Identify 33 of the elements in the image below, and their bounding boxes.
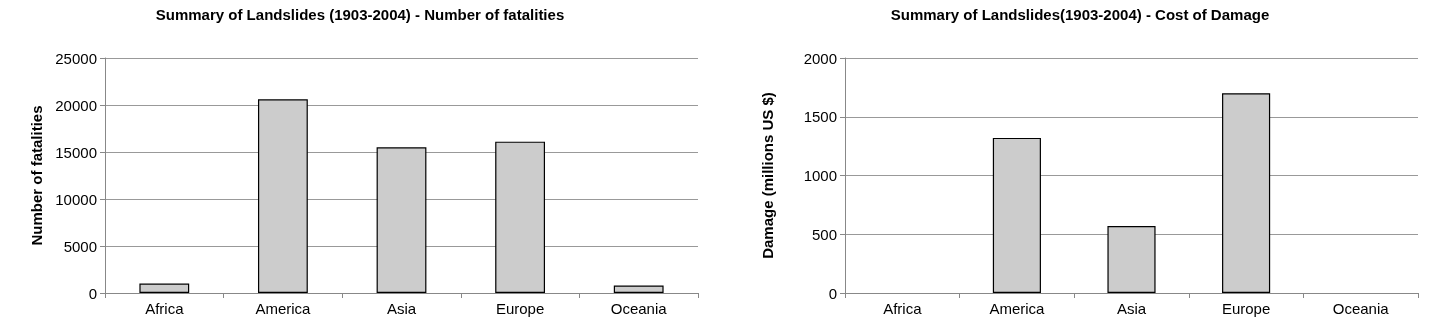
x-tick-label: America (255, 300, 312, 317)
x-tick-label: Oceania (1332, 300, 1390, 317)
y-tick-label: 10000 (55, 190, 97, 208)
x-tick-label: Europe (495, 300, 545, 317)
y-axis-title: Number of fatalities (28, 105, 46, 246)
x-tick-label: Oceania (610, 300, 668, 317)
x-tick-label: Europe (1221, 300, 1271, 317)
bar (1222, 93, 1271, 293)
bar (257, 99, 308, 293)
chart-title: Summary of Landslides (1903-2004) - Number of fatalities (155, 6, 565, 23)
chart-title: Summary of Landslides(1903-2004) - Cost of Damage (890, 6, 1270, 23)
x-tick-label: Asia (1116, 300, 1147, 317)
bar (1107, 226, 1156, 293)
y-tick-label: 20000 (55, 96, 97, 114)
y-tick-label: 1000 (803, 167, 837, 184)
bar (613, 285, 664, 293)
y-tick-label: 25000 (55, 49, 97, 67)
x-tick-label: Asia (386, 300, 417, 317)
bar (992, 137, 1041, 293)
bar (376, 147, 427, 293)
x-tick-label: Africa (145, 300, 185, 317)
x-tick-label: America (989, 300, 1046, 317)
y-tick-label: 5000 (63, 237, 97, 255)
y-tick-label: 0 (88, 284, 97, 302)
bar (139, 283, 190, 293)
y-tick-label: 500 (811, 225, 837, 243)
y-axis-title: Damage (millions US $) (759, 92, 776, 259)
y-tick-label: 2000 (803, 49, 837, 67)
y-tick-label: 0 (828, 284, 837, 302)
y-tick-label: 1500 (803, 108, 837, 126)
x-tick-label: Africa (883, 300, 923, 317)
bar (495, 141, 546, 293)
y-tick-label: 15000 (55, 143, 97, 161)
